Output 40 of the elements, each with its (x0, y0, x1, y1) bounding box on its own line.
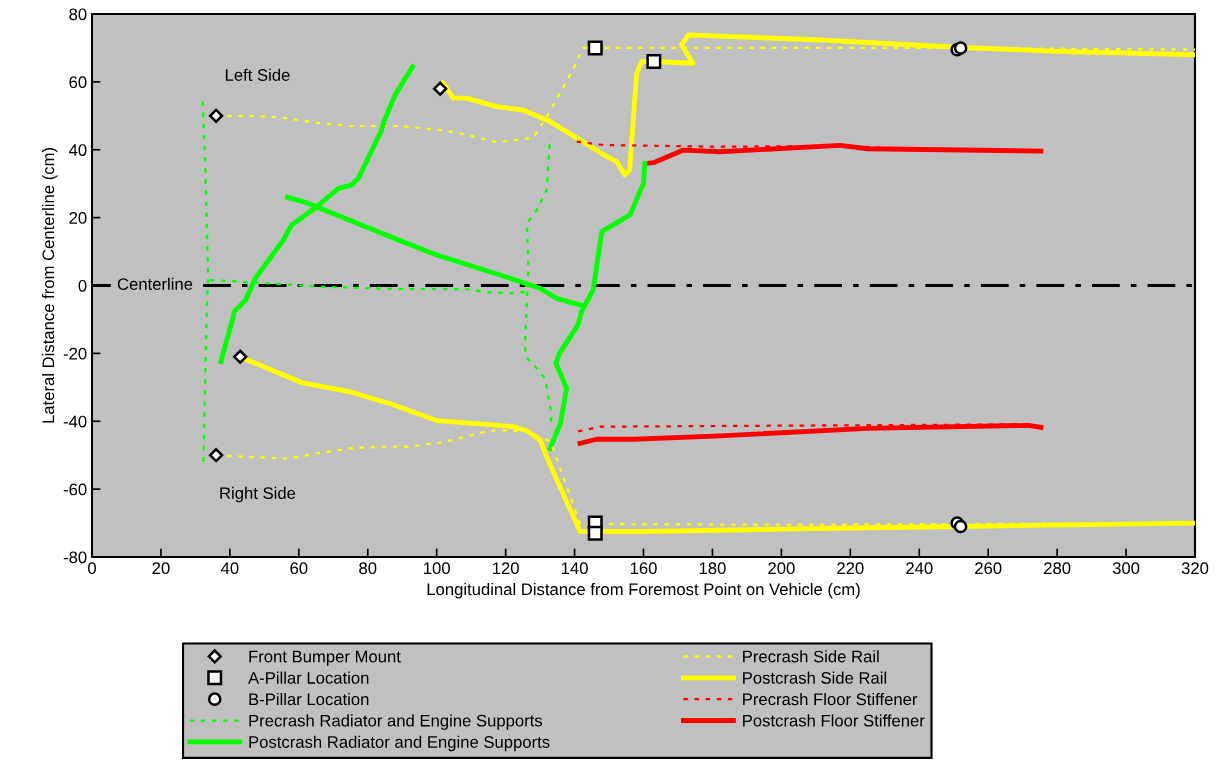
x-tick-label: 220 (837, 562, 864, 575)
y-tick-label: 20 (69, 212, 87, 224)
x-tick-label: 100 (424, 562, 450, 575)
y-tick-label: -80 (63, 551, 87, 564)
x-tick-label: 40 (220, 562, 239, 575)
y-tick-label: 60 (69, 76, 87, 89)
x-tick-label: 260 (975, 562, 1002, 575)
x-axis-title: Longitudinal Distance from Foremost Point on Vehicle (cm) (427, 582, 860, 599)
x-tick-label: 80 (359, 562, 377, 575)
y-tick-label: 0 (78, 279, 87, 292)
legend-label: Postcrash Side Rail (743, 671, 887, 684)
x-tick-label: 20 (152, 562, 170, 575)
x-tick-label: 120 (492, 562, 519, 575)
x-tick-label: 200 (768, 562, 795, 575)
annotation: Right Side (220, 486, 296, 503)
legend-label: Precrash Floor Stiffener (743, 692, 918, 706)
annotation: Left Side (225, 68, 290, 81)
y-tick-label: -60 (63, 483, 87, 496)
x-tick-label: 240 (906, 562, 933, 575)
x-tick-label: 60 (290, 562, 308, 575)
x-tick-label: 180 (699, 562, 726, 575)
x-tick-label: 160 (630, 562, 657, 575)
y-tick-label: 80 (69, 8, 87, 21)
legend-label: Postcrash Floor Stiffener (743, 714, 925, 727)
legend-label: Precrash Side Rail (743, 650, 879, 663)
x-tick-label: 320 (1181, 562, 1209, 575)
x-tick-label: 300 (1112, 562, 1140, 575)
x-tick-label: 140 (561, 562, 588, 575)
y-tick-label: 40 (68, 144, 87, 156)
x-tick-label: 280 (1044, 562, 1071, 575)
legend-label: B-Pillar Location (249, 692, 369, 706)
ref-line-label: Centerline (117, 277, 193, 290)
legend-label: Front Bumper Mount (249, 650, 401, 666)
legend-label: A-Pillar Location (248, 671, 369, 684)
legend-label: Precrash Radiator and Engine Supports (249, 714, 543, 730)
x-tick-label: 0 (88, 562, 96, 575)
y-axis-title: Lateral Distance from Centerline (cm) (41, 148, 58, 423)
legend-label: Postcrash Radiator and Engine Supports (249, 735, 550, 752)
y-tick-label: -20 (63, 347, 87, 360)
y-tick-label: -40 (63, 415, 87, 428)
